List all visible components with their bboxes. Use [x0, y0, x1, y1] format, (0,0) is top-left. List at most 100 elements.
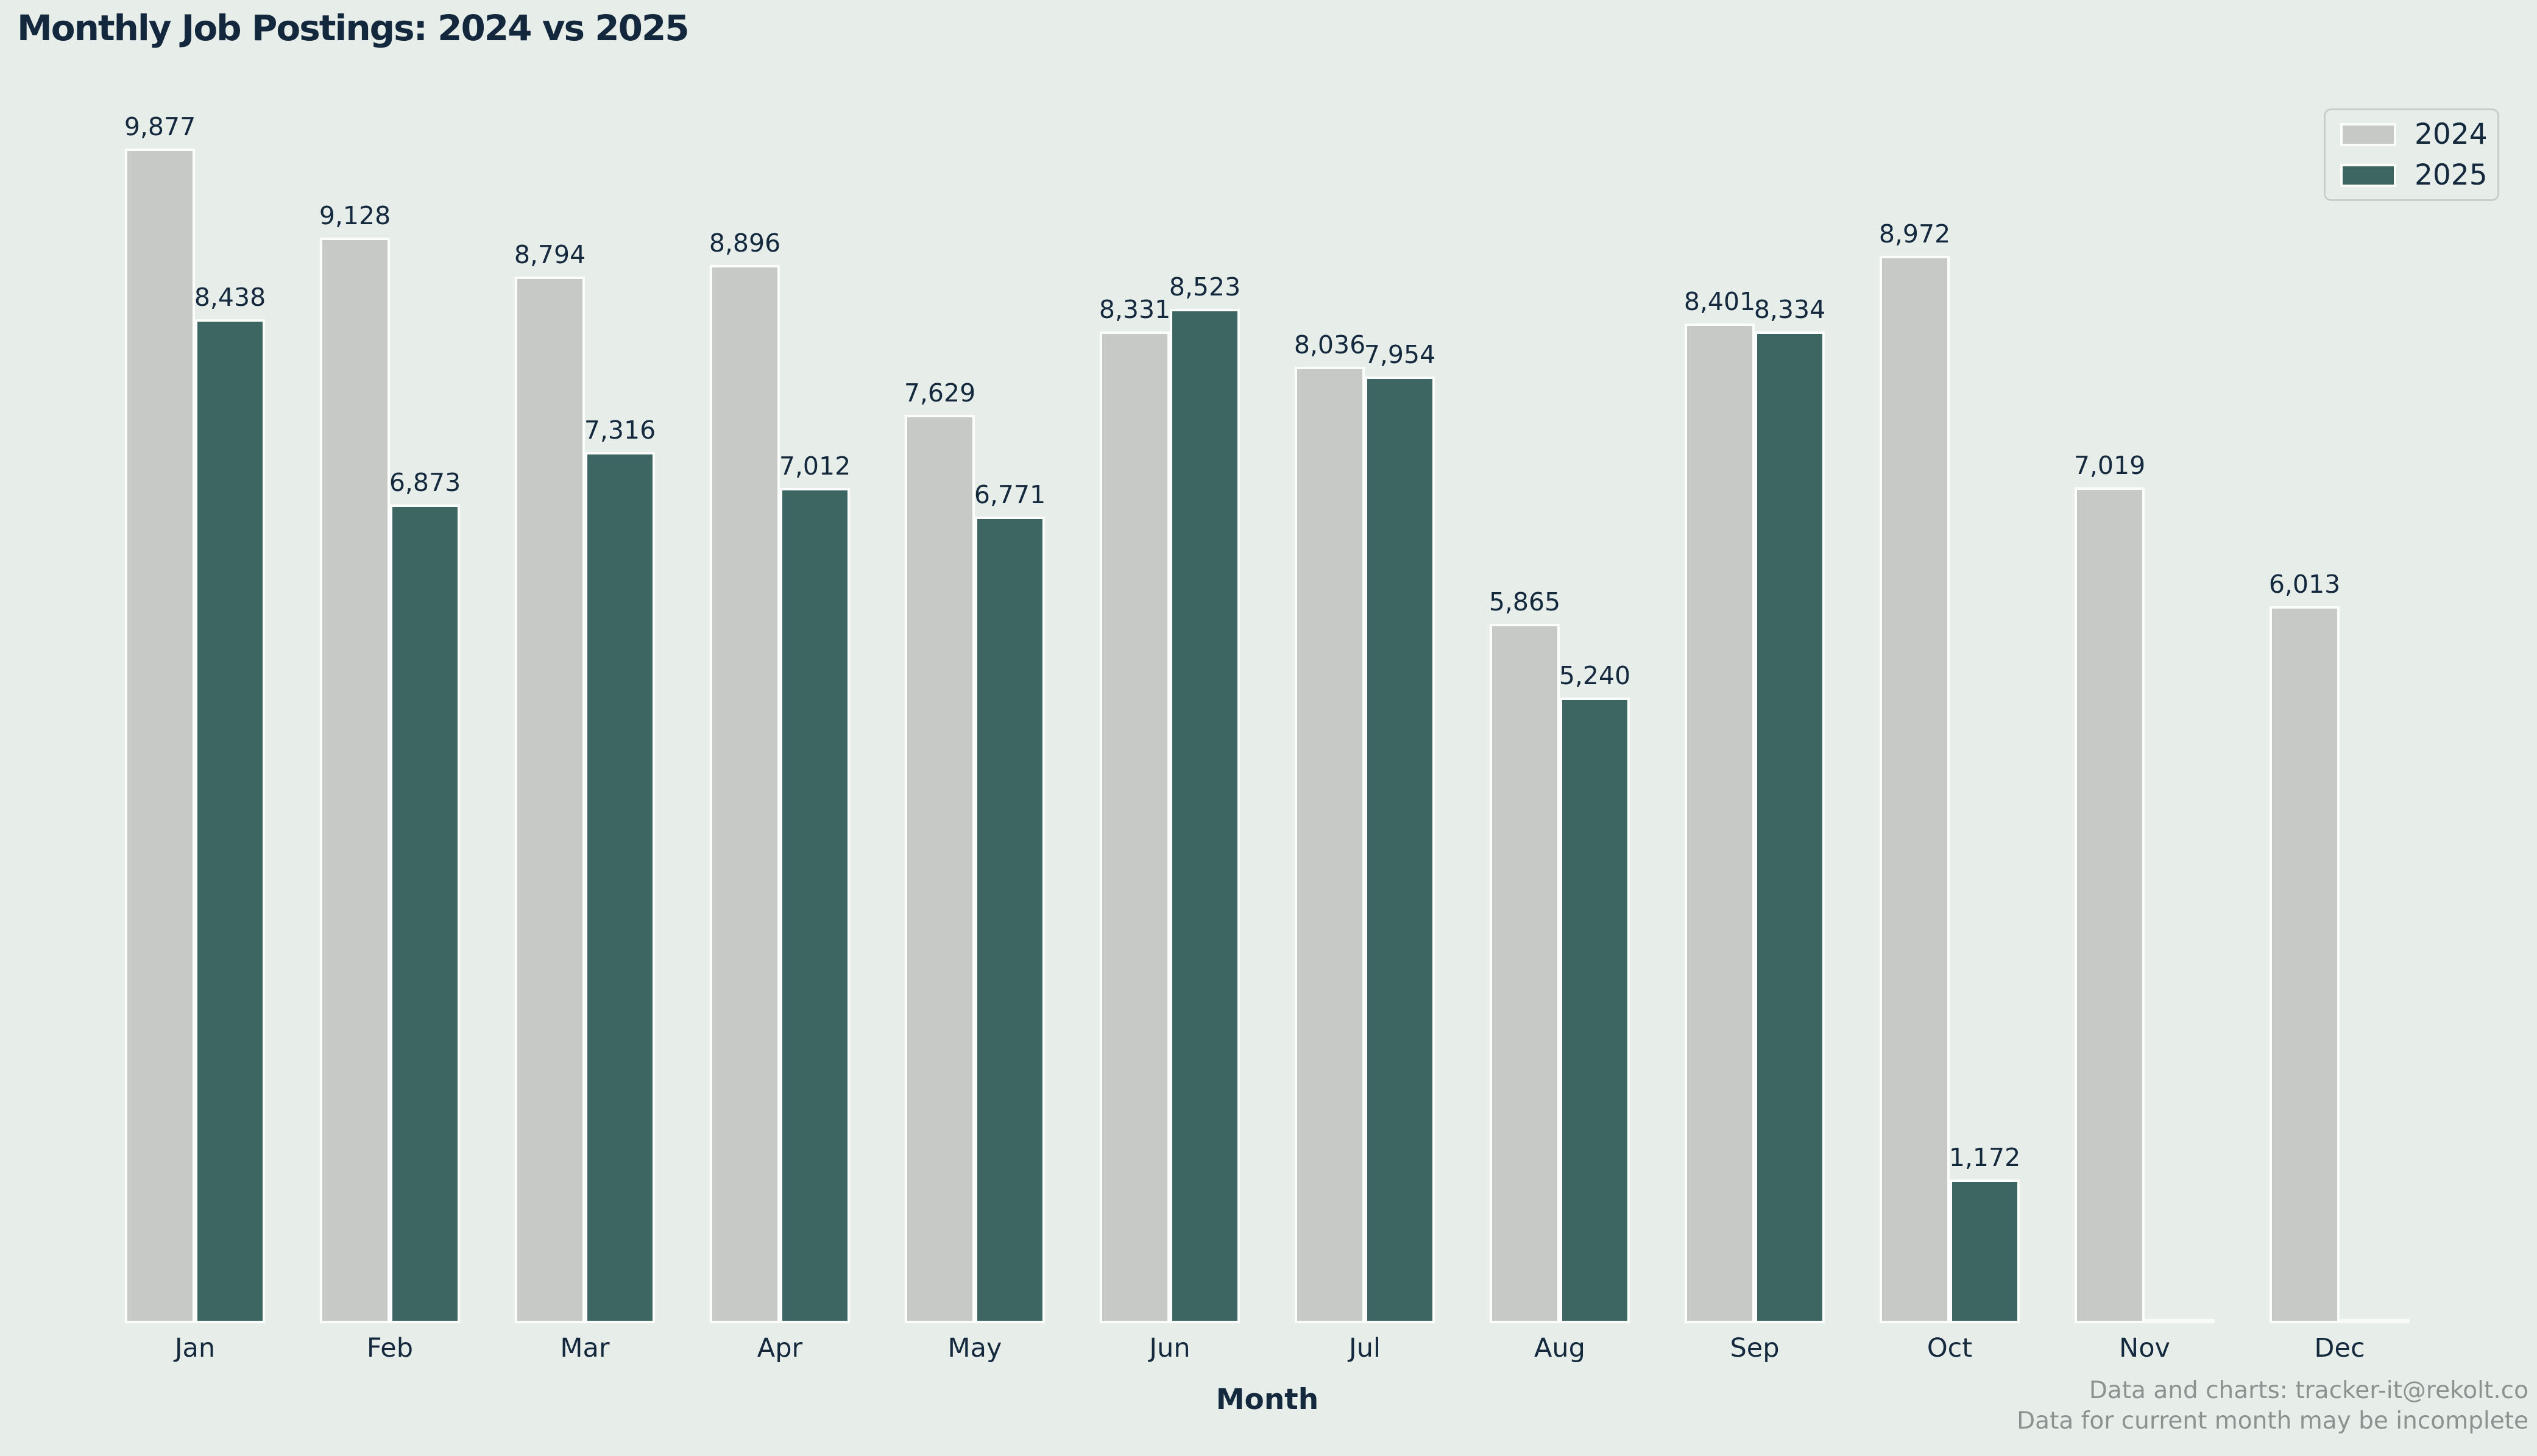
value-label-2024-mar: 8,794 — [514, 240, 586, 269]
value-label-2025-jul: 7,954 — [1364, 340, 1436, 369]
month-tick-label-jun: Jun — [1149, 1333, 1191, 1363]
footer-attribution: Data and charts: tracker-it@rekolt.co — [2089, 1377, 2528, 1404]
month-tick-label-feb: Feb — [366, 1333, 414, 1363]
bar-2024-oct — [1880, 256, 1950, 1323]
month-group-nov: 7,019 Nov — [2047, 0, 2242, 1363]
bar-unit-2025-apr: 7,012 — [779, 451, 851, 1323]
legend-swatch-2024 — [2340, 122, 2396, 146]
value-label-2025-may: 6,771 — [974, 480, 1046, 509]
bar-2025-jan — [195, 319, 265, 1323]
bar-2024-sep — [1685, 323, 1755, 1323]
month-tick-label-aug: Aug — [1534, 1333, 1585, 1363]
month-tick-label-mar: Mar — [560, 1333, 610, 1363]
month-tick-label-nov: Nov — [2119, 1333, 2170, 1363]
chart-title: Monthly Job Postings: 2024 vs 2025 — [17, 7, 690, 49]
bar-2025-feb — [390, 504, 460, 1323]
legend: 2024 2025 — [2324, 108, 2499, 201]
bar-unit-2025-dec — [2340, 1319, 2410, 1323]
month-group-aug: 5,865 5,240 Aug — [1462, 0, 1657, 1363]
value-label-2025-aug: 5,240 — [1559, 661, 1631, 690]
value-label-2025-jun: 8,523 — [1169, 272, 1241, 302]
value-label-2025-jan: 8,438 — [194, 283, 266, 312]
bar-unit-2024-oct: 8,972 — [1879, 219, 1950, 1323]
month-group-mar: 8,794 7,316 Mar — [487, 0, 682, 1363]
bar-2025-may — [975, 517, 1045, 1323]
month-tick-label-may: May — [947, 1333, 1002, 1363]
bar-2024-feb — [320, 238, 390, 1323]
value-label-2024-jul: 8,036 — [1293, 330, 1366, 359]
bar-2025-jul — [1365, 376, 1435, 1323]
bar-unit-2025-jun: 8,523 — [1169, 272, 1240, 1323]
bar-unit-2025-sep: 8,334 — [1754, 295, 1825, 1323]
value-label-2024-nov: 7,019 — [2073, 451, 2146, 480]
legend-label-2025: 2025 — [2415, 158, 2488, 192]
bar-2025-nov-empty — [2145, 1319, 2215, 1323]
bar-2024-mar — [515, 277, 585, 1323]
bar-2025-dec-empty — [2340, 1319, 2410, 1323]
bar-2024-jan — [125, 149, 195, 1323]
bar-unit-2024-jan: 9,877 — [124, 112, 196, 1323]
bar-unit-2024-jul: 8,036 — [1294, 330, 1365, 1323]
value-label-2024-aug: 5,865 — [1488, 587, 1561, 617]
plot-area: 9,877 8,438 Jan 9,128 6,873 Feb 8,794 7,316 Mar 8… — [97, 0, 2437, 1363]
bar-unit-2024-mar: 8,794 — [514, 240, 586, 1323]
month-tick-label-jan: Jan — [174, 1333, 216, 1363]
bar-unit-2025-aug: 5,240 — [1559, 661, 1630, 1323]
legend-item-2025: 2025 — [2340, 158, 2488, 192]
month-tick-label-apr: Apr — [757, 1333, 803, 1363]
value-label-2024-apr: 8,896 — [709, 228, 781, 258]
bar-2024-dec — [2270, 606, 2340, 1323]
value-label-2024-may: 7,629 — [904, 378, 976, 408]
bar-unit-2024-aug: 5,865 — [1489, 587, 1560, 1323]
bar-unit-2024-feb: 9,128 — [319, 201, 391, 1323]
month-group-jul: 8,036 7,954 Jul — [1267, 0, 1462, 1363]
legend-label-2024: 2024 — [2415, 118, 2488, 151]
bar-unit-2025-oct: 1,172 — [1949, 1143, 2020, 1323]
value-label-2025-oct: 1,172 — [1948, 1143, 2021, 1172]
bar-2024-nov — [2075, 487, 2145, 1323]
bar-unit-2024-jun: 8,331 — [1099, 295, 1170, 1323]
month-group-sep: 8,401 8,334 Sep — [1657, 0, 1852, 1363]
bar-unit-2024-apr: 8,896 — [709, 228, 780, 1323]
x-axis-label: Month — [1215, 1383, 1319, 1416]
month-group-may: 7,629 6,771 May — [877, 0, 1072, 1363]
bar-2025-aug — [1560, 698, 1630, 1323]
month-group-dec: 6,013 Dec — [2242, 0, 2437, 1363]
month-tick-label-oct: Oct — [1927, 1333, 1973, 1363]
bar-unit-2024-nov: 7,019 — [2074, 451, 2145, 1323]
bar-2024-jun — [1100, 331, 1170, 1323]
legend-item-2024: 2024 — [2340, 118, 2488, 151]
value-label-2024-oct: 8,972 — [1878, 219, 1951, 249]
bar-2025-mar — [585, 452, 655, 1323]
month-tick-label-dec: Dec — [2314, 1333, 2365, 1363]
footer-note: Data for current month may be incomplete — [2017, 1407, 2528, 1435]
bar-unit-2024-may: 7,629 — [904, 378, 975, 1323]
bar-unit-2025-mar: 7,316 — [584, 415, 656, 1323]
bar-2024-aug — [1490, 624, 1560, 1323]
month-group-jan: 9,877 8,438 Jan — [97, 0, 292, 1363]
value-label-2025-feb: 6,873 — [389, 468, 461, 497]
bar-2025-sep — [1755, 331, 1825, 1323]
value-label-2024-sep: 8,401 — [1683, 287, 1756, 316]
footer: Data and charts: tracker-it@rekolt.co Da… — [2017, 1376, 2528, 1436]
value-label-2024-jan: 9,877 — [124, 112, 196, 141]
bar-2024-may — [905, 415, 975, 1323]
value-label-2025-apr: 7,012 — [779, 451, 851, 481]
value-label-2024-feb: 9,128 — [319, 201, 391, 230]
value-label-2024-jun: 8,331 — [1099, 295, 1171, 324]
bar-2024-jul — [1295, 367, 1365, 1323]
legend-swatch-2025 — [2340, 163, 2396, 187]
bar-unit-2025-feb: 6,873 — [389, 468, 461, 1323]
value-label-2025-sep: 8,334 — [1753, 295, 1826, 324]
month-tick-label-sep: Sep — [1730, 1333, 1780, 1363]
month-group-feb: 9,128 6,873 Feb — [292, 0, 487, 1363]
bar-2024-apr — [710, 265, 780, 1323]
bar-2025-oct — [1950, 1179, 2020, 1323]
value-label-2025-mar: 7,316 — [584, 415, 656, 445]
bar-unit-2025-jan: 8,438 — [194, 283, 266, 1323]
bar-unit-2024-sep: 8,401 — [1684, 287, 1755, 1323]
value-label-2024-dec: 6,013 — [2268, 570, 2341, 599]
bar-2025-apr — [780, 488, 850, 1323]
month-tick-label-jul: Jul — [1349, 1333, 1381, 1363]
bar-unit-2025-nov — [2145, 1319, 2215, 1323]
